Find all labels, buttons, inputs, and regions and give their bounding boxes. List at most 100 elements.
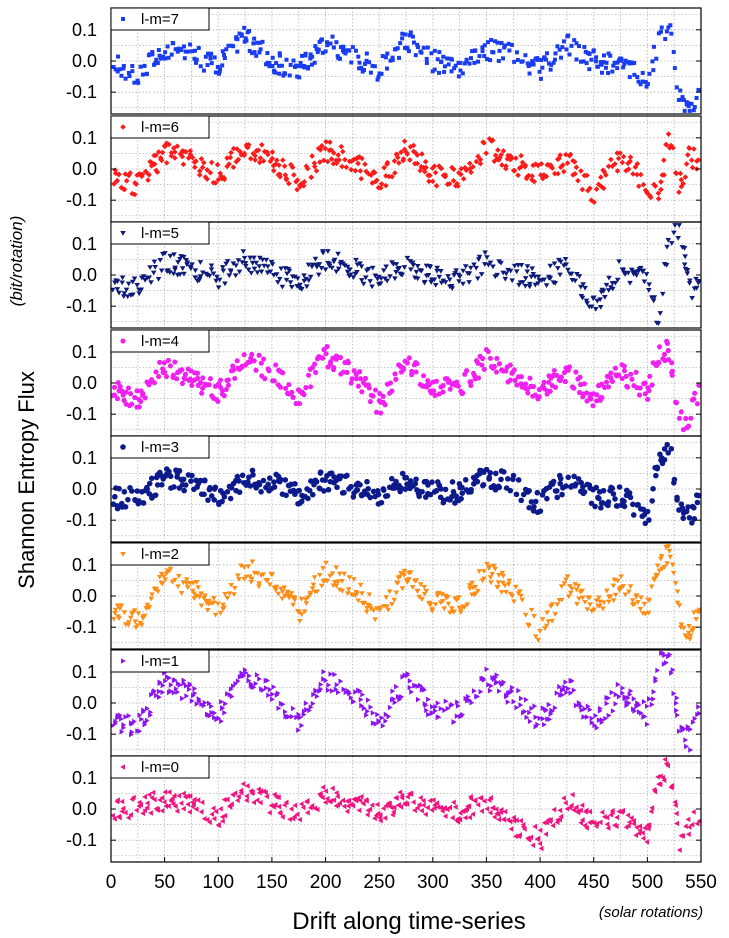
data-point xyxy=(612,280,619,286)
data-point xyxy=(600,288,607,294)
data-point xyxy=(578,807,583,814)
data-point xyxy=(221,176,228,183)
data-point xyxy=(564,47,569,52)
data-point xyxy=(144,602,151,608)
data-point xyxy=(227,495,234,502)
legend: l-m=3 xyxy=(110,435,210,459)
data-point xyxy=(608,812,614,818)
data-point xyxy=(221,796,227,803)
data-point xyxy=(297,282,303,288)
data-point xyxy=(612,496,618,502)
data-point xyxy=(543,57,548,62)
data-point xyxy=(414,804,420,811)
data-point xyxy=(449,479,456,485)
data-point xyxy=(252,36,257,41)
data-point xyxy=(469,580,475,586)
data-point xyxy=(688,747,693,753)
data-point xyxy=(335,152,341,158)
data-point xyxy=(276,705,282,712)
data-point xyxy=(257,255,263,261)
data-point xyxy=(377,410,384,416)
data-point xyxy=(355,383,362,389)
data-point xyxy=(514,50,519,55)
data-point xyxy=(466,583,473,588)
data-point xyxy=(245,30,250,35)
data-point xyxy=(605,825,611,831)
data-point xyxy=(395,693,401,700)
data-point xyxy=(689,821,695,828)
data-point xyxy=(158,571,165,577)
data-point xyxy=(591,607,598,613)
data-point xyxy=(126,70,131,75)
data-point xyxy=(298,801,304,807)
data-point xyxy=(161,799,167,805)
data-point xyxy=(160,689,166,696)
data-point xyxy=(456,703,461,709)
data-point xyxy=(579,588,585,594)
data-point xyxy=(598,381,605,387)
data-point xyxy=(303,51,308,56)
data-point xyxy=(601,53,606,58)
data-point xyxy=(537,508,544,514)
data-point xyxy=(684,100,689,105)
data-point xyxy=(597,305,604,310)
data-point xyxy=(500,469,507,475)
data-point xyxy=(593,59,598,64)
data-point xyxy=(142,721,148,728)
data-point xyxy=(652,576,658,582)
data-point xyxy=(522,276,529,281)
data-point xyxy=(289,389,295,395)
data-point xyxy=(472,584,479,590)
data-point xyxy=(637,827,643,834)
data-point xyxy=(378,181,385,187)
data-point xyxy=(244,793,249,799)
data-point xyxy=(350,803,356,809)
data-point xyxy=(209,51,214,56)
data-point xyxy=(598,60,603,65)
data-point xyxy=(430,69,435,74)
data-point xyxy=(432,169,439,176)
data-point xyxy=(513,817,519,823)
data-point xyxy=(355,598,362,604)
data-point xyxy=(337,800,343,806)
data-point xyxy=(384,159,391,166)
data-point xyxy=(309,586,316,592)
data-point xyxy=(369,284,375,290)
data-point xyxy=(170,801,176,807)
data-point xyxy=(196,45,201,50)
data-point xyxy=(309,264,315,270)
data-point xyxy=(518,164,525,170)
data-point xyxy=(328,798,334,804)
data-point xyxy=(400,31,405,36)
data-point xyxy=(429,178,436,185)
data-point xyxy=(480,45,485,50)
data-point xyxy=(327,139,333,146)
data-point xyxy=(621,65,626,70)
data-point xyxy=(661,446,668,452)
y-tick-label: -0.1 xyxy=(66,724,97,744)
legend-marker xyxy=(120,552,126,557)
data-point xyxy=(475,693,481,700)
data-point xyxy=(663,37,668,42)
data-point xyxy=(596,603,603,609)
data-point xyxy=(427,602,434,608)
data-point xyxy=(276,276,283,282)
data-point xyxy=(277,174,283,180)
data-point xyxy=(351,368,357,374)
y-tick-label: -0.1 xyxy=(66,617,97,637)
data-point xyxy=(410,262,417,268)
data-point xyxy=(515,477,522,483)
data-point xyxy=(566,33,571,38)
data-point xyxy=(563,483,569,489)
data-point xyxy=(421,45,426,50)
data-point xyxy=(673,400,680,406)
data-point xyxy=(636,79,641,84)
data-point xyxy=(358,175,365,182)
data-point xyxy=(526,623,532,629)
data-point xyxy=(602,295,608,300)
data-point xyxy=(507,487,514,494)
data-point xyxy=(442,486,449,493)
data-point xyxy=(653,472,659,479)
data-point xyxy=(257,676,262,682)
data-point xyxy=(205,63,210,68)
